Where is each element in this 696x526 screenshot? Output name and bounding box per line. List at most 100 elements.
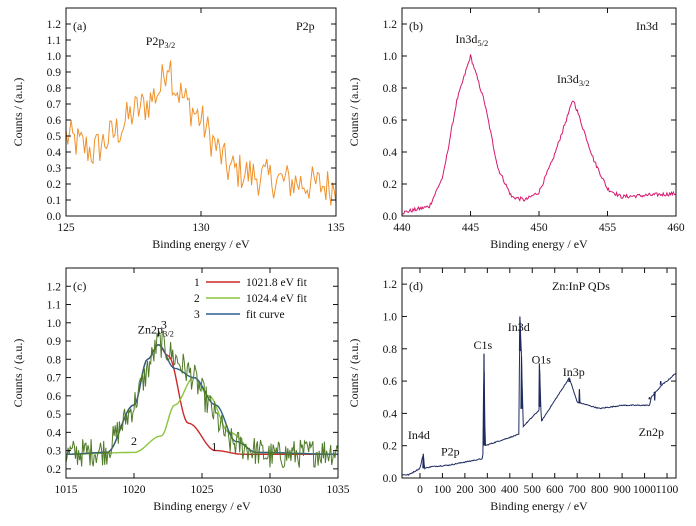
x-tick-label: 455 [599, 222, 617, 234]
peak-label: In3d5/2 [455, 32, 488, 48]
x-axis-title: Binding energy / eV [490, 499, 588, 513]
y-tick-label: 0.2 [47, 464, 62, 476]
panel-a: 125 130 135 0.0 0.1 0.2 0.3 0.4 0.5 0.6 0.7 0.8 0.9 1… [11, 7, 345, 251]
y-tick-label: 0.8 [383, 83, 398, 95]
y-axis-title: Counts / (a.u.) [11, 339, 25, 408]
y-tick-label: 0.0 [383, 211, 398, 223]
x-tick-label: 700 [569, 484, 587, 496]
peak-label-text: 3 [161, 317, 167, 331]
peak-label: P2p [441, 444, 460, 458]
y-tick-label: 1.2 [47, 19, 62, 31]
peak-label: Zn2p [639, 425, 664, 439]
series-line-1021-8-ev-fit [66, 344, 338, 455]
y-tick-label: 0.3 [47, 163, 62, 175]
peak-label-text: In3d [557, 72, 579, 86]
y-tick-label: 0.4 [383, 408, 398, 420]
peak-label-subscript: 5/2 [477, 38, 488, 48]
y-tick-label: 1.0 [383, 51, 398, 63]
y-tick-label: 0.7 [47, 99, 62, 111]
peak-label: C1s [474, 338, 493, 352]
y-tick-label: 0.4 [47, 147, 62, 159]
y-tick-label: 0.5 [47, 131, 62, 143]
panel-title: P2p [296, 19, 315, 33]
peak-label-text: Zn2p [138, 323, 163, 337]
y-tick-label: 1.1 [47, 35, 62, 47]
x-axis-title: Binding energy / eV [490, 237, 588, 251]
peak-label: 2 [131, 434, 137, 448]
peak-label-text: C1s [474, 338, 493, 352]
series-line-data [66, 329, 338, 468]
peak-label-text: P2p [146, 34, 165, 48]
y-tick-label: 0.8 [47, 83, 62, 95]
panel-c: 1015 1020 1025 1030 1035 0.2 0.3 0.4 0.5 0.6 0.7 0.… [11, 267, 350, 513]
y-tick-label: 0.0 [383, 473, 398, 485]
peak-label-text: 2 [131, 434, 137, 448]
y-tick-label: 0.6 [47, 391, 62, 403]
series-line-spectrum [402, 320, 676, 476]
x-tick-label: 200 [456, 484, 474, 496]
x-tick-label: 1020 [123, 484, 146, 496]
x-tick-label: 1035 [327, 484, 350, 496]
y-tick-label: 0.3 [47, 446, 62, 458]
plot-frame [401, 267, 677, 479]
peak-label: 1 [211, 440, 217, 454]
x-tick-label: 130 [192, 222, 210, 234]
x-tick-label: 100 [434, 484, 452, 496]
x-tick-label: 300 [479, 484, 497, 496]
y-tick-label: 0.4 [383, 147, 398, 159]
y-tick-label: 1.0 [383, 311, 398, 323]
peak-label-text: In3p [563, 365, 585, 379]
series-line-spectrum [66, 60, 336, 206]
plot-frame [401, 7, 677, 217]
x-tick-label: 0 [417, 484, 423, 496]
y-tick-label: 0.9 [47, 67, 62, 79]
panel-tag: (b) [409, 19, 423, 33]
x-tick-label: 800 [591, 484, 609, 496]
y-tick-label: 0.8 [47, 354, 62, 366]
x-tick-label: 1030 [259, 484, 282, 496]
series-line-1024-4-ev-fit [66, 376, 338, 455]
peak-label: In3d3/2 [557, 72, 590, 88]
peak-label-text: O1s [532, 352, 552, 366]
peak-label-text: In4d [408, 428, 430, 442]
x-tick-label: 450 [530, 222, 548, 234]
y-tick-label: 0.1 [47, 195, 62, 207]
y-tick-label: 0.2 [383, 441, 398, 453]
x-tick-label: 460 [667, 222, 685, 234]
peak-label-text: Zn2p [639, 425, 664, 439]
peak-label-text: In3d [455, 32, 477, 46]
plot-area [66, 329, 338, 468]
legend-label: 1024.4 eV fit [246, 293, 308, 305]
x-tick-label: 1100 [656, 484, 679, 496]
y-axis-title: Counts / (a.u.) [11, 78, 25, 147]
peak-label: Zn2p3/2 [138, 323, 174, 339]
y-tick-label: 1.2 [47, 281, 62, 293]
y-axis-title: Counts / (a.u.) [347, 339, 361, 408]
x-axis-title: Binding energy / eV [153, 499, 251, 513]
y-tick-label: 1.2 [383, 279, 398, 291]
y-tick-label: 1.0 [47, 51, 62, 63]
y-tick-label: 0.8 [383, 344, 398, 356]
x-tick-label: 1000 [633, 484, 656, 496]
panel-tag: (d) [409, 279, 423, 293]
panel-tag: (a) [73, 19, 86, 33]
x-tick-label: 900 [613, 484, 631, 496]
y-tick-label: 0.4 [47, 427, 62, 439]
y-axis-title: Counts / (a.u.) [347, 78, 361, 147]
peak-label: O1s [532, 352, 552, 366]
y-tick-label: 0.2 [383, 179, 398, 191]
peak-label-text: P2p [441, 444, 460, 458]
peak-label-subscript: 3/2 [163, 329, 174, 339]
panel-title: Zn:InP QDs [552, 279, 610, 293]
plot-area [402, 54, 676, 215]
y-tick-label: 1.0 [47, 318, 62, 330]
peak-label-subscript: 3/2 [164, 40, 175, 50]
x-tick-label: 400 [501, 484, 519, 496]
legend-number: 2 [194, 293, 200, 305]
legend-number: 3 [194, 309, 200, 321]
y-tick-label: 1.2 [383, 19, 398, 31]
x-tick-label: 1015 [55, 484, 78, 496]
legend-label: 1021.8 eV fit [246, 277, 308, 289]
x-tick-label: 500 [524, 484, 542, 496]
